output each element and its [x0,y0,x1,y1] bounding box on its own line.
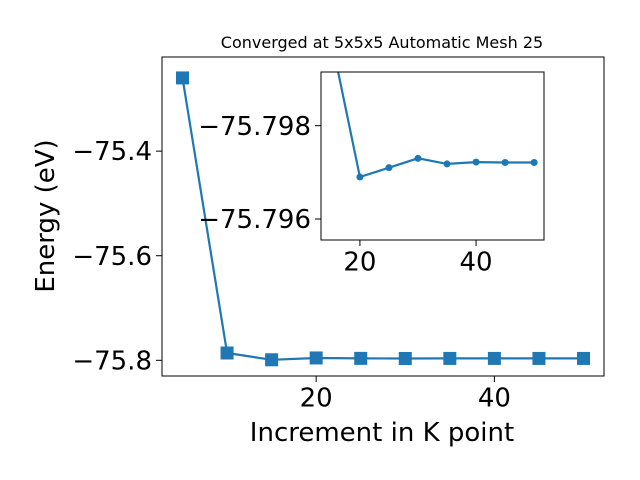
main-data-point [532,351,546,365]
inset-x-tick-label: 20 [343,248,376,278]
main-chart: Converged at 5x5x5 Automatic Mesh 25 20 4… [31,33,605,448]
inset-plot-background [321,72,544,240]
main-data-point [220,346,234,360]
main-x-axis-label: Increment in K point [250,418,514,448]
inset-y-tick-label: −75.798 [198,112,311,142]
inset-data-point [472,158,480,166]
inset-chart: 20 40 −75.798−75.796 [198,71,545,278]
inset-data-point [530,159,538,167]
inset-y-axis-ticks: −75.798 −75.796 [198,112,321,235]
main-data-point [443,351,457,365]
main-y-tick-label: −75.8 [72,346,152,376]
main-y-tick-label: −75.6 [72,242,152,272]
main-energy-series [175,71,591,367]
main-data-point [354,351,368,365]
inset-plot-frame [320,71,545,241]
inset-data-point [356,173,364,181]
inset-data-point [385,164,393,172]
inset-data-point [501,159,509,167]
inset-series-line [337,72,535,179]
main-chart-title: Converged at 5x5x5 Automatic Mesh 25 [221,33,543,52]
main-data-point [577,351,591,365]
main-data-point [398,351,412,365]
main-data-point [487,351,501,365]
main-y-axis-ticks: −75.8 −75.6 −75.4 [72,137,162,376]
main-data-point [175,71,189,85]
main-y-tick-label: −75.4 [72,137,152,167]
main-plot-frame [161,56,605,377]
inset-data-point [443,160,451,168]
inset-x-axis-ticks: 20 40 [343,240,493,278]
inset-y-tick-label: −75.796 [198,205,311,235]
main-data-point [309,351,323,365]
main-x-tick-label: 20 [300,384,333,414]
inset-data-point [414,154,422,162]
inset-x-tick-label: 40 [460,248,493,278]
main-x-axis-ticks: 20 40 [300,376,511,414]
main-data-point [265,353,279,367]
main-series-line [181,77,584,361]
main-y-axis-label: Energy (eV) [31,139,61,292]
inset-energy-series [337,72,538,181]
main-x-tick-label: 40 [478,384,511,414]
